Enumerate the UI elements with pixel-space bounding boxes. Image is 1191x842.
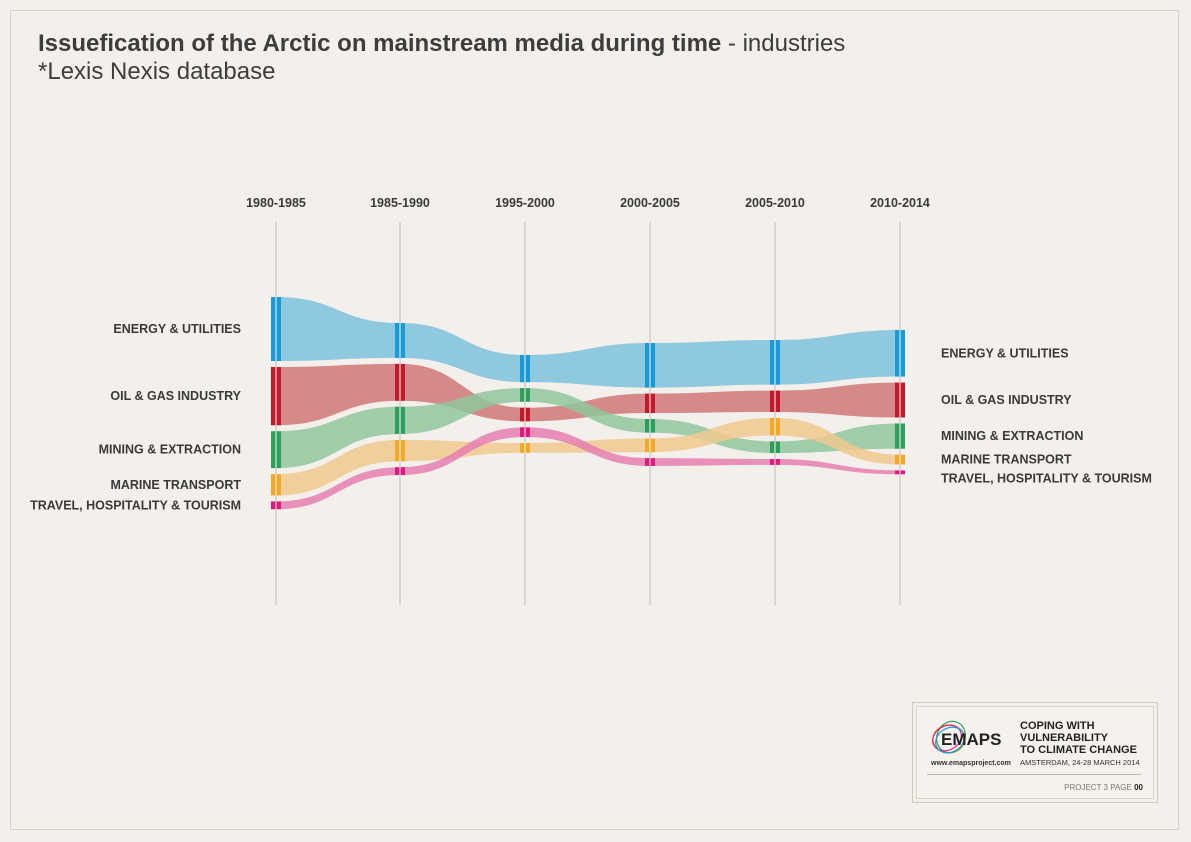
- left-label: OIL & GAS INDUSTRY: [110, 389, 241, 403]
- chart-title-suffix: - industries: [727, 30, 846, 57]
- period-label: 2000-2005: [620, 196, 680, 210]
- footer-inner: EMAPS www.emapsproject.com COPING WITH V…: [916, 706, 1154, 799]
- page-prefix: PROJECT 3 PAGE: [1064, 783, 1132, 792]
- flow-oil-gas-industry-3: [650, 390, 775, 414]
- logo-text: EMAPS: [941, 730, 1001, 749]
- nodes: [271, 297, 905, 510]
- right-label: TRAVEL, HOSPITALITY & TOURISM: [941, 471, 1152, 485]
- flow-travel-hospitality-tourism-0: [276, 467, 400, 510]
- period-label: 1985-1990: [370, 196, 430, 210]
- flow-mining-extraction-1: [400, 388, 525, 434]
- flow-energy-utilities-2: [525, 343, 650, 388]
- project-footer: EMAPS www.emapsproject.com COPING WITH V…: [912, 702, 1158, 803]
- flow-energy-utilities-1: [400, 323, 525, 383]
- flow-marine-transport-4: [775, 417, 900, 465]
- right-label: ENERGY & UTILITIES: [941, 346, 1069, 360]
- chart-title-main: Issuefication of the Arctic on mainstrea…: [38, 30, 722, 57]
- flow-travel-hospitality-tourism-3: [650, 458, 775, 466]
- right-label: OIL & GAS INDUSTRY: [941, 393, 1072, 407]
- flow-energy-utilities-4: [775, 330, 900, 385]
- page-label: PROJECT 3 PAGE 00: [1064, 783, 1143, 792]
- period-label: 2010-2014: [870, 196, 930, 210]
- flow-travel-hospitality-tourism-1: [400, 427, 525, 476]
- period-label: 1980-1985: [246, 196, 306, 210]
- period-label: 1995-2000: [495, 196, 555, 210]
- flow-travel-hospitality-tourism-2: [525, 427, 650, 466]
- chart-subtitle: *Lexis Nexis database: [38, 58, 276, 85]
- left-label: MINING & EXTRACTION: [99, 443, 241, 457]
- right-label: MARINE TRANSPORT: [941, 453, 1072, 467]
- emaps-logo: EMAPS: [932, 720, 1001, 754]
- flow-oil-gas-industry-4: [775, 382, 900, 418]
- left-label: ENERGY & UTILITIES: [113, 322, 241, 336]
- flow-marine-transport-3: [650, 417, 775, 453]
- period-label: 2005-2010: [745, 196, 805, 210]
- flows: [276, 297, 900, 510]
- flow-oil-gas-industry-1: [400, 363, 525, 422]
- flow-marine-transport-0: [276, 439, 400, 496]
- right-label: MINING & EXTRACTION: [941, 429, 1083, 443]
- project-headline: COPING WITH VULNERABILITY TO CLIMATE CHA…: [1020, 720, 1137, 756]
- chart-title: Issuefication of the Arctic on mainstrea…: [38, 30, 845, 57]
- page-frame: [10, 10, 1179, 830]
- flow-mining-extraction-0: [276, 406, 400, 469]
- flow-energy-utilities-3: [650, 340, 775, 388]
- flow-energy-utilities-0: [276, 297, 400, 362]
- project-url: www.emapsproject.com: [931, 760, 1011, 767]
- left-label: MARINE TRANSPORT: [110, 478, 241, 492]
- flow-travel-hospitality-tourism-4: [775, 459, 900, 475]
- page-number: 00: [1134, 783, 1143, 792]
- flow-mining-extraction-2: [525, 388, 650, 433]
- labels: 1980-1985 1985-1990 1995-2000 2000-2005 2005…: [30, 196, 1152, 512]
- footer-divider: [927, 774, 1141, 775]
- left-label: TRAVEL, HOSPITALITY & TOURISM: [30, 498, 241, 512]
- event-info: AMSTERDAM, 24-28 MARCH 2014: [1020, 758, 1140, 767]
- flow-oil-gas-industry-0: [276, 363, 400, 426]
